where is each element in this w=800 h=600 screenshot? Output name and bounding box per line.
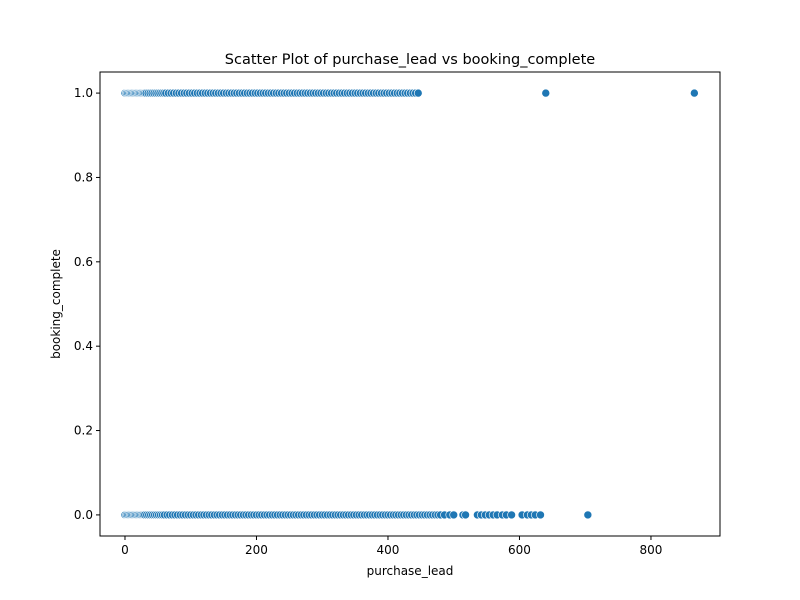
- data-point: [413, 88, 423, 98]
- plot-frame: [99, 71, 721, 537]
- x-axis-ticks: 0 200 400 600 800: [121, 536, 662, 557]
- data-point: [449, 510, 459, 520]
- x-tick-label: 800: [640, 543, 663, 557]
- data-point: [583, 510, 593, 520]
- x-tick-label: 200: [245, 543, 268, 557]
- data-point: [461, 510, 470, 520]
- y-axis-label: booking_complete: [49, 249, 63, 359]
- y-tick-label: 1.0: [74, 86, 93, 100]
- y-tick-label: 0.0: [74, 508, 93, 522]
- chart-title: Scatter Plot of purchase_lead vs booking…: [225, 52, 595, 68]
- x-tick-label: 400: [377, 543, 400, 557]
- data-point: [536, 510, 545, 520]
- x-tick-label: 600: [508, 543, 531, 557]
- y-tick-label: 0.8: [74, 170, 93, 184]
- y-tick-label: 0.6: [74, 255, 93, 269]
- data-points: [120, 88, 699, 520]
- x-axis-label: purchase_lead: [367, 564, 454, 578]
- y-tick-label: 0.4: [74, 339, 93, 353]
- data-point: [690, 88, 699, 98]
- data-point: [507, 510, 516, 520]
- y-axis-ticks: 0.0 0.2 0.4 0.6 0.8 1.0: [74, 86, 100, 522]
- data-point: [541, 88, 551, 98]
- x-tick-label: 0: [121, 543, 129, 557]
- y-tick-label: 0.2: [74, 424, 93, 438]
